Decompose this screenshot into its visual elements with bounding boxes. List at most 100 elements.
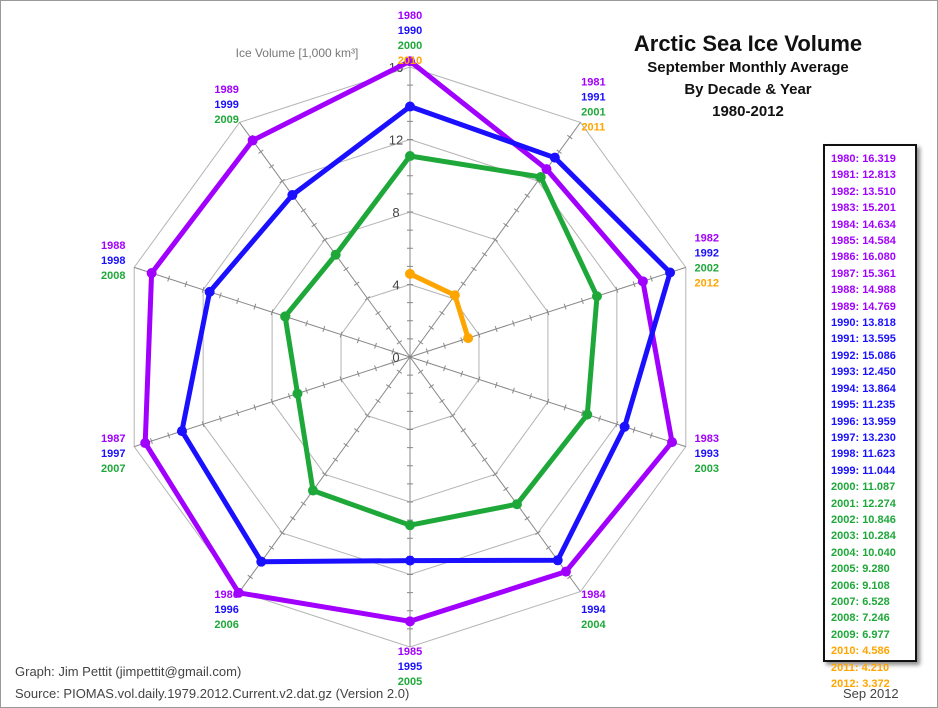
tick-mark bbox=[580, 297, 584, 304]
legend-entry: 2000: 11.087 bbox=[831, 481, 896, 494]
tick-mark bbox=[167, 275, 171, 282]
legend-entry: 1993: 12.450 bbox=[831, 366, 896, 379]
spoke-year-label: 2008 bbox=[101, 270, 125, 282]
legend-entry: 1992: 15.086 bbox=[831, 349, 896, 362]
spoke-year-label: 1998 bbox=[101, 255, 125, 267]
tick-mark bbox=[460, 337, 464, 344]
tick-mark bbox=[258, 149, 264, 154]
tick-mark bbox=[236, 297, 240, 304]
data-point bbox=[247, 135, 258, 146]
tick-mark bbox=[649, 432, 653, 439]
data-point bbox=[511, 499, 522, 510]
legend-entry: 2012: 3.372 bbox=[831, 678, 890, 690]
data-point bbox=[405, 151, 415, 162]
tick-mark bbox=[385, 384, 392, 389]
tick-mark bbox=[428, 384, 435, 389]
tick-mark bbox=[503, 486, 509, 492]
tick-mark bbox=[529, 314, 533, 321]
legend-entry: 1985: 14.584 bbox=[831, 235, 896, 248]
title-main: Arctic Sea Ice Volume bbox=[633, 31, 863, 56]
data-point bbox=[665, 267, 676, 278]
legend-entry: 1984: 14.634 bbox=[831, 218, 896, 231]
data-point bbox=[256, 556, 267, 567]
tick-mark bbox=[471, 266, 477, 272]
tick-mark bbox=[529, 393, 533, 400]
spoke-year-label: 1995 bbox=[398, 661, 422, 673]
data-point bbox=[463, 333, 474, 344]
tick-mark bbox=[524, 516, 530, 521]
tick-mark bbox=[481, 457, 488, 462]
spoke-year-label: 1997 bbox=[101, 448, 125, 460]
legend-entry: 1998: 11.623 bbox=[831, 448, 896, 461]
tick-mark bbox=[545, 545, 552, 550]
tick-mark bbox=[567, 134, 573, 140]
tick-mark bbox=[477, 331, 481, 338]
spoke-year-label: 2012 bbox=[694, 278, 718, 290]
tick-mark bbox=[236, 410, 240, 417]
data-point bbox=[582, 409, 593, 420]
spoke-year-label: 2009 bbox=[214, 114, 238, 126]
tick-mark bbox=[563, 404, 567, 411]
graph-credit: Graph: Jim Pettit (jimpettit@gmail.com) bbox=[15, 664, 242, 679]
title-years: 1980-2012 bbox=[712, 103, 784, 120]
tick-mark bbox=[425, 359, 429, 366]
data-point bbox=[549, 152, 560, 163]
tick-mark bbox=[598, 415, 602, 422]
data-point bbox=[535, 172, 546, 183]
tick-mark bbox=[253, 404, 257, 411]
spoke-year-label: 1989 bbox=[214, 84, 238, 96]
tick-mark bbox=[460, 281, 466, 286]
spoke-year-label: 1991 bbox=[581, 92, 605, 104]
tick-mark bbox=[615, 421, 619, 428]
source-credit: Source: PIOMAS.vol.daily.1979.2012.Curre… bbox=[15, 686, 410, 701]
tick-mark bbox=[375, 310, 381, 316]
legend-entry: 2005: 9.280 bbox=[831, 563, 890, 576]
tick-mark bbox=[481, 252, 488, 257]
tick-mark bbox=[270, 309, 274, 316]
tick-mark bbox=[443, 342, 446, 349]
legend-entry: 1999: 11.044 bbox=[831, 464, 896, 477]
data-point bbox=[560, 566, 571, 577]
tick-mark bbox=[396, 340, 403, 345]
data-point bbox=[405, 520, 415, 531]
tick-mark bbox=[374, 365, 377, 372]
legend-entry: 2002: 10.846 bbox=[831, 513, 896, 526]
legend-entry: 1982: 13.510 bbox=[831, 185, 896, 198]
spoke-year-label: 1999 bbox=[214, 99, 238, 111]
spoke-year-label: 2011 bbox=[581, 122, 605, 134]
tick-mark bbox=[524, 193, 530, 198]
tick-mark bbox=[287, 393, 291, 400]
series-line-2010s bbox=[408, 271, 471, 339]
tick-mark bbox=[425, 348, 429, 355]
legend-entry: 1986: 16.080 bbox=[831, 251, 896, 264]
tick-label: 4 bbox=[392, 278, 399, 293]
tick-mark bbox=[354, 428, 360, 433]
legend-entry: 2008: 7.246 bbox=[831, 612, 890, 625]
spoke-year-label: 1987 bbox=[101, 433, 125, 445]
tick-mark bbox=[439, 398, 445, 404]
tick-mark bbox=[311, 222, 317, 228]
legend-entry: 1994: 13.864 bbox=[831, 382, 896, 395]
tick-mark bbox=[167, 432, 171, 439]
tick-mark bbox=[343, 266, 349, 272]
spoke-year-label: 2001 bbox=[581, 107, 605, 119]
tick-mark bbox=[364, 413, 371, 418]
tick-mark bbox=[354, 281, 360, 286]
tick-mark bbox=[494, 325, 498, 333]
tick-mark bbox=[580, 410, 584, 417]
tick-mark bbox=[305, 387, 308, 394]
tick-mark bbox=[247, 574, 253, 580]
spoke-year-label: 1982 bbox=[694, 233, 718, 245]
tick-mark bbox=[385, 325, 392, 330]
legend-entry: 1990: 13.818 bbox=[831, 317, 896, 330]
tick-mark bbox=[374, 342, 377, 349]
tick-mark bbox=[492, 237, 498, 242]
tick-label: 12 bbox=[389, 133, 403, 148]
tick-mark bbox=[439, 310, 445, 316]
legend-entry: 2007: 6.528 bbox=[831, 595, 890, 608]
data-series bbox=[140, 56, 678, 627]
data-point bbox=[405, 555, 415, 566]
legend-entry: 1995: 11.235 bbox=[831, 399, 896, 412]
tick-mark bbox=[184, 281, 188, 288]
